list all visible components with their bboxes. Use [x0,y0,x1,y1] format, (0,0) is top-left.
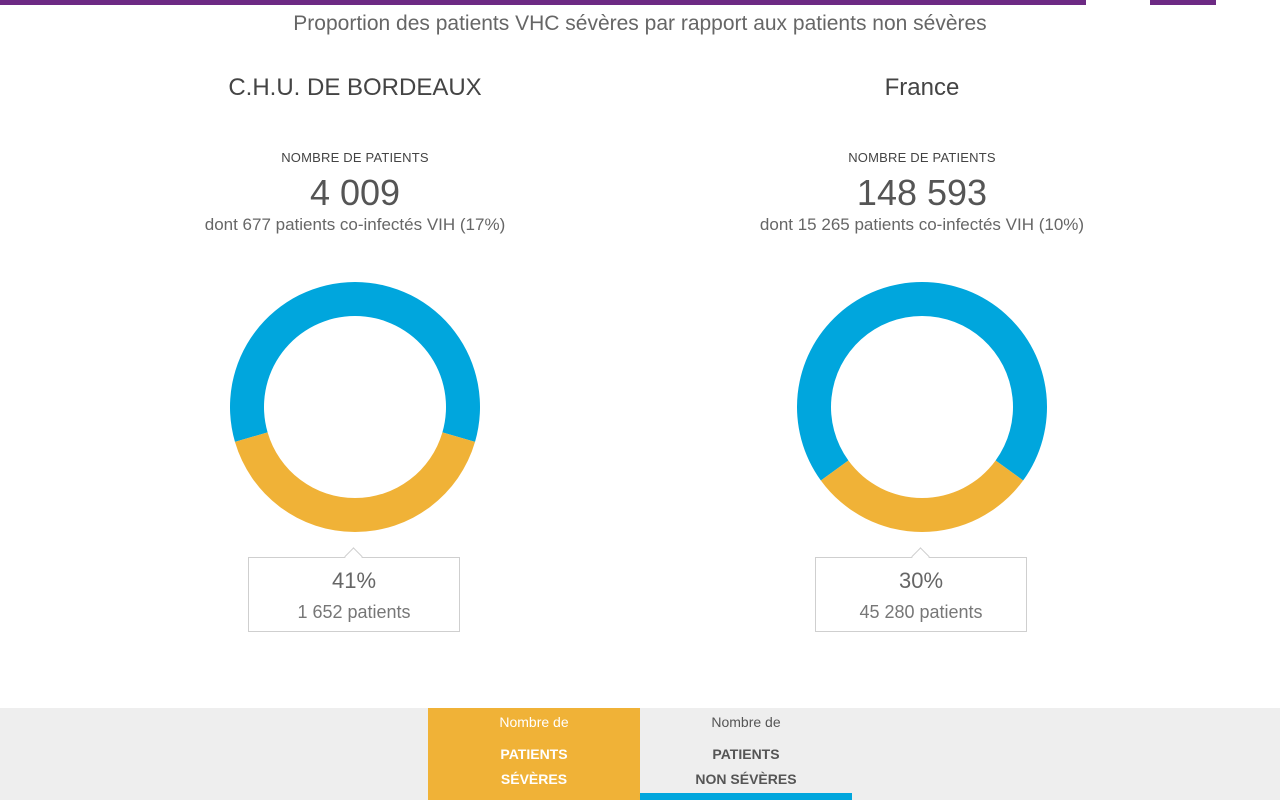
severe-callout: 30% 45 280 patients [815,547,1027,632]
legend-label-line: PATIENTS [712,746,780,762]
donut-chart [797,282,1047,532]
callout-percentage: 30% [898,568,944,593]
metric-label: NOMBRE DE PATIENTS [848,150,996,165]
donut-slice-severe [234,432,476,532]
metric-value: 4 009 [309,172,401,213]
panel-title: France [884,74,960,101]
donut-slice-severe [820,460,1024,532]
legend-label-line: NON SÉVÈRES [695,771,797,787]
metric-value: 148 593 [856,172,988,213]
legend-label-top: Nombre de [711,714,781,730]
legend-color-bar [640,793,852,800]
legend-label-main: PATIENTS SÉVÈRES [428,742,640,792]
severe-callout: 41% 1 652 patients [248,547,460,632]
panel-chu-bordeaux: C.H.U. DE BORDEAUX NOMBRE DE PATIENTS 4 … [125,70,585,632]
callout-count: 45 280 patients [859,602,983,622]
donut-chart [230,282,480,532]
donut-slice-non-severe [230,282,480,442]
donut-svg [230,282,480,532]
legend-label-line: PATIENTS [500,746,568,762]
chart-subtitle: Proportion des patients VHC sévères par … [293,12,987,35]
metric-subtext: dont 677 patients co-infectés VIH (17%) [204,215,506,234]
callout-pointer [911,547,930,566]
callout-count: 1 652 patients [297,602,411,622]
legend-label-top: Nombre de [499,714,569,730]
top-accent-bar-right [1150,0,1216,5]
legend-item-severe[interactable]: Nombre de PATIENTS SÉVÈRES [428,708,640,800]
donut-slice-non-severe [797,282,1047,481]
legend-bar: Nombre de PATIENTS SÉVÈRES Nombre de PAT… [0,708,1280,800]
metric-label: NOMBRE DE PATIENTS [281,150,429,165]
top-accent-bar [0,0,1086,5]
panel-title: C.H.U. DE BORDEAUX [228,74,482,101]
legend-item-non-severe[interactable]: Nombre de PATIENTS NON SÉVÈRES [640,708,852,800]
metric-subtext: dont 15 265 patients co-infectés VIH (10… [759,215,1085,234]
callout-pointer [344,547,363,566]
donut-svg [797,282,1047,532]
callout-percentage: 41% [331,568,377,593]
legend-label-line: SÉVÈRES [500,771,568,787]
legend-label-main: PATIENTS NON SÉVÈRES [640,742,852,792]
panel-france: France NOMBRE DE PATIENTS 148 593 dont 1… [692,70,1152,632]
